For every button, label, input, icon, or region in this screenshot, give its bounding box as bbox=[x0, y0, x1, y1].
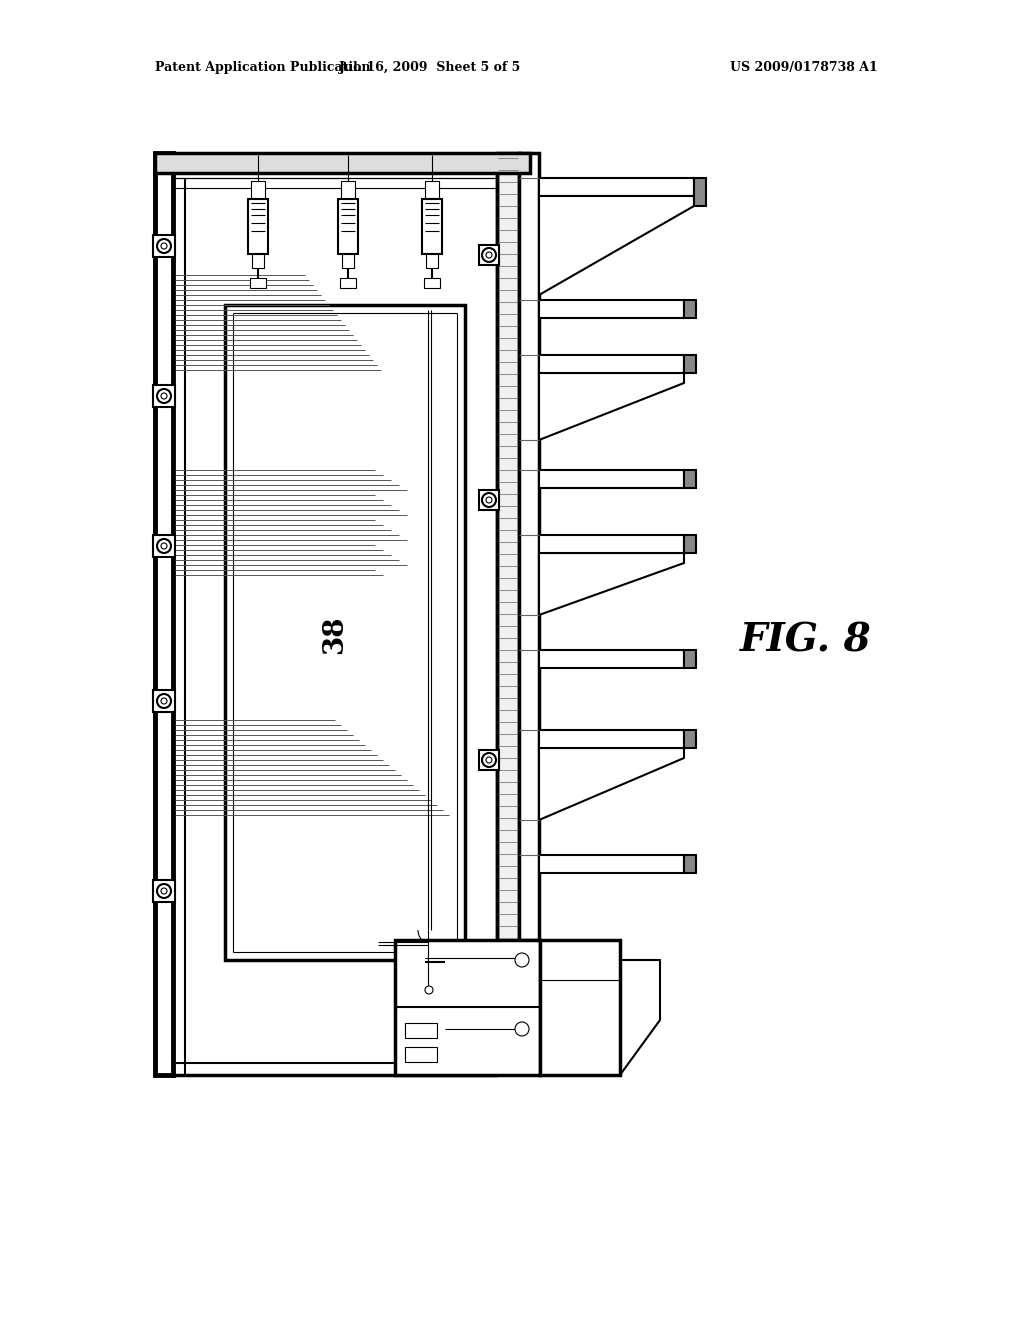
Bar bbox=[340, 279, 356, 288]
Bar bbox=[155, 153, 173, 1074]
Bar bbox=[684, 855, 696, 873]
Text: 38: 38 bbox=[322, 615, 348, 655]
Bar bbox=[422, 199, 442, 253]
Circle shape bbox=[161, 393, 167, 399]
Bar bbox=[153, 385, 175, 407]
Circle shape bbox=[515, 953, 529, 968]
Circle shape bbox=[157, 884, 171, 898]
Bar bbox=[153, 880, 175, 902]
Bar bbox=[539, 470, 684, 488]
Bar bbox=[426, 253, 438, 268]
Circle shape bbox=[486, 252, 492, 257]
Bar bbox=[684, 470, 696, 488]
Circle shape bbox=[161, 543, 167, 549]
Bar bbox=[539, 730, 684, 748]
Bar bbox=[539, 300, 684, 318]
Circle shape bbox=[482, 248, 496, 261]
Bar bbox=[539, 855, 684, 873]
Polygon shape bbox=[620, 960, 660, 1074]
Circle shape bbox=[482, 752, 496, 767]
Bar bbox=[252, 253, 264, 268]
Text: FIG. 8: FIG. 8 bbox=[740, 620, 871, 659]
Circle shape bbox=[161, 698, 167, 704]
Bar bbox=[497, 153, 519, 940]
Bar bbox=[424, 279, 440, 288]
Circle shape bbox=[486, 756, 492, 763]
Bar bbox=[539, 178, 694, 195]
Text: US 2009/0178738 A1: US 2009/0178738 A1 bbox=[730, 62, 878, 74]
Bar bbox=[479, 490, 499, 510]
Bar bbox=[479, 750, 499, 770]
Circle shape bbox=[515, 1022, 529, 1036]
Bar bbox=[395, 940, 540, 1074]
Circle shape bbox=[486, 498, 492, 503]
Bar bbox=[684, 730, 696, 748]
Bar bbox=[684, 300, 696, 318]
Bar bbox=[153, 235, 175, 257]
Polygon shape bbox=[539, 553, 684, 615]
Bar bbox=[342, 253, 354, 268]
Polygon shape bbox=[539, 748, 684, 820]
Bar bbox=[684, 355, 696, 374]
Bar bbox=[684, 649, 696, 668]
Bar bbox=[539, 535, 684, 553]
Circle shape bbox=[157, 539, 171, 553]
Bar bbox=[341, 181, 355, 199]
Bar bbox=[338, 199, 358, 253]
Polygon shape bbox=[539, 195, 694, 294]
Bar bbox=[684, 535, 696, 553]
Bar bbox=[425, 181, 439, 199]
Bar bbox=[250, 279, 266, 288]
Circle shape bbox=[157, 239, 171, 253]
Bar bbox=[539, 649, 684, 668]
Bar bbox=[406, 1047, 437, 1063]
Bar bbox=[540, 940, 620, 1074]
Text: Patent Application Publication: Patent Application Publication bbox=[155, 62, 371, 74]
Bar bbox=[248, 199, 268, 253]
Bar bbox=[694, 178, 706, 206]
Circle shape bbox=[157, 694, 171, 708]
Polygon shape bbox=[539, 374, 684, 440]
Bar bbox=[153, 535, 175, 557]
Circle shape bbox=[157, 389, 171, 403]
Bar bbox=[539, 355, 684, 374]
Circle shape bbox=[482, 492, 496, 507]
Bar bbox=[519, 153, 539, 940]
Bar bbox=[225, 305, 465, 960]
Circle shape bbox=[161, 243, 167, 249]
Circle shape bbox=[425, 986, 433, 994]
Text: Jul. 16, 2009  Sheet 5 of 5: Jul. 16, 2009 Sheet 5 of 5 bbox=[339, 62, 521, 74]
Bar bbox=[479, 246, 499, 265]
Bar bbox=[406, 1023, 437, 1038]
Bar bbox=[251, 181, 265, 199]
Bar bbox=[155, 153, 530, 173]
Circle shape bbox=[161, 888, 167, 894]
Bar bbox=[153, 690, 175, 711]
